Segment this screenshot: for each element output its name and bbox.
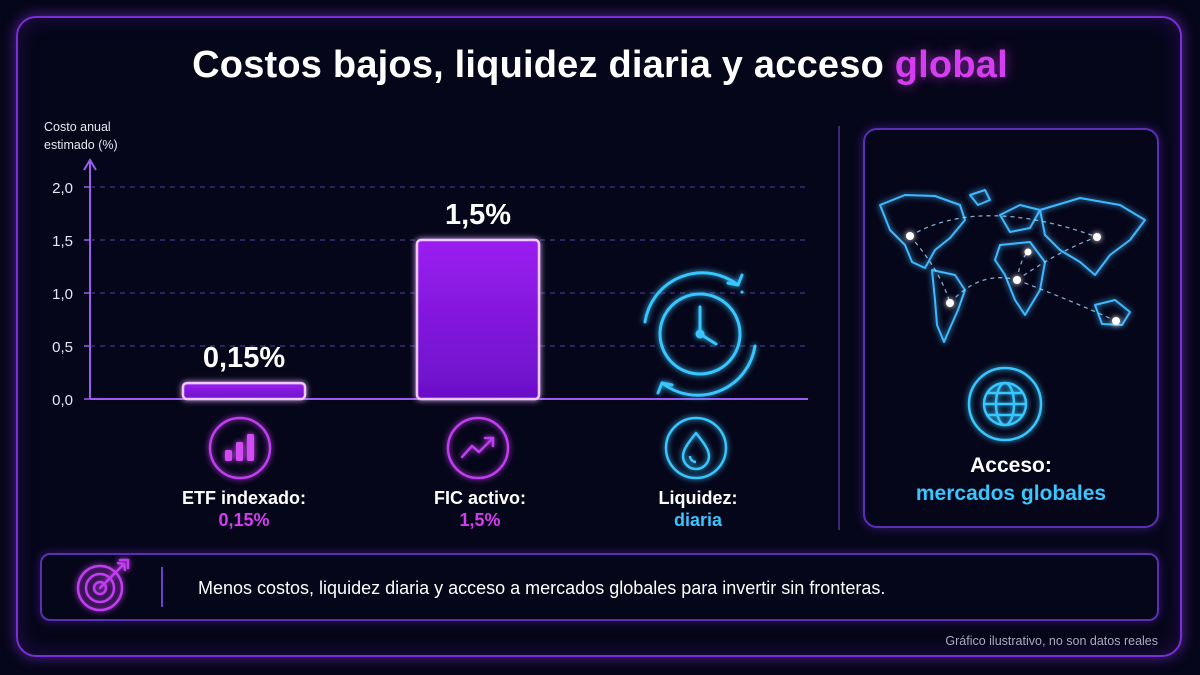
bar-chart-icon: [208, 416, 272, 480]
footnote: Gráfico ilustrativo, no son datos reales: [945, 634, 1158, 648]
banner-separator: [161, 567, 163, 607]
title-main: Costos bajos, liquidez diaria y acceso: [192, 44, 884, 86]
category-liquidity-value: diaria: [673, 510, 723, 530]
y-tick-label: 0,0: [52, 392, 73, 409]
access-label: Acceso: mercados globales: [863, 452, 1159, 508]
y-axis-arrow: [83, 158, 97, 171]
access-subtitle: mercados globales: [915, 482, 1107, 505]
globe-icon: [967, 366, 1043, 442]
bar-fic-activo: [415, 238, 541, 401]
bar-etf-indexado: [181, 381, 307, 401]
access-title: Acceso:: [970, 454, 1052, 477]
category-etf-value: 0,15%: [218, 510, 270, 530]
map-connection-lines: [909, 215, 1117, 322]
category-liquidity-name: Liquidez:: [658, 488, 738, 508]
y-tick-label: 0,5: [52, 339, 73, 356]
page-title: Costos bajos, liquidez diaria y acceso g…: [0, 44, 1200, 87]
trend-up-icon: [446, 416, 510, 480]
target-arrow-icon: [76, 558, 130, 612]
category-fic-name: FIC activo:: [433, 488, 526, 508]
category-liquidity: Liquidez: diaria: [618, 487, 778, 531]
y-axis-label: Costo anual estimado (%): [44, 120, 118, 152]
y-tick-label: 1,5: [52, 233, 73, 250]
map-market-nodes: [906, 232, 1120, 325]
section-divider: [838, 126, 840, 530]
category-etf: ETF indexado: 0,15%: [164, 487, 324, 531]
y-tick-label: 2,0: [52, 180, 73, 197]
global-access-panel: [863, 128, 1159, 528]
outer-frame: [16, 16, 1182, 657]
bar-value-label: 0,15%: [203, 342, 285, 374]
category-fic: FIC activo: 1,5%: [400, 487, 560, 531]
bar-value-label: 1,5%: [445, 199, 511, 231]
banner-text: Menos costos, liquidez diaria y acceso a…: [198, 578, 886, 598]
world-map-icon: [879, 189, 1146, 343]
y-tick-label: 1,0: [52, 286, 73, 303]
clock-cycle-icon: [643, 271, 757, 397]
summary-banner: [40, 553, 1159, 621]
category-etf-name: ETF indexado:: [181, 488, 306, 508]
category-fic-value: 1,5%: [459, 510, 501, 530]
title-accent: global: [894, 44, 1008, 86]
water-drop-icon: [664, 416, 728, 480]
